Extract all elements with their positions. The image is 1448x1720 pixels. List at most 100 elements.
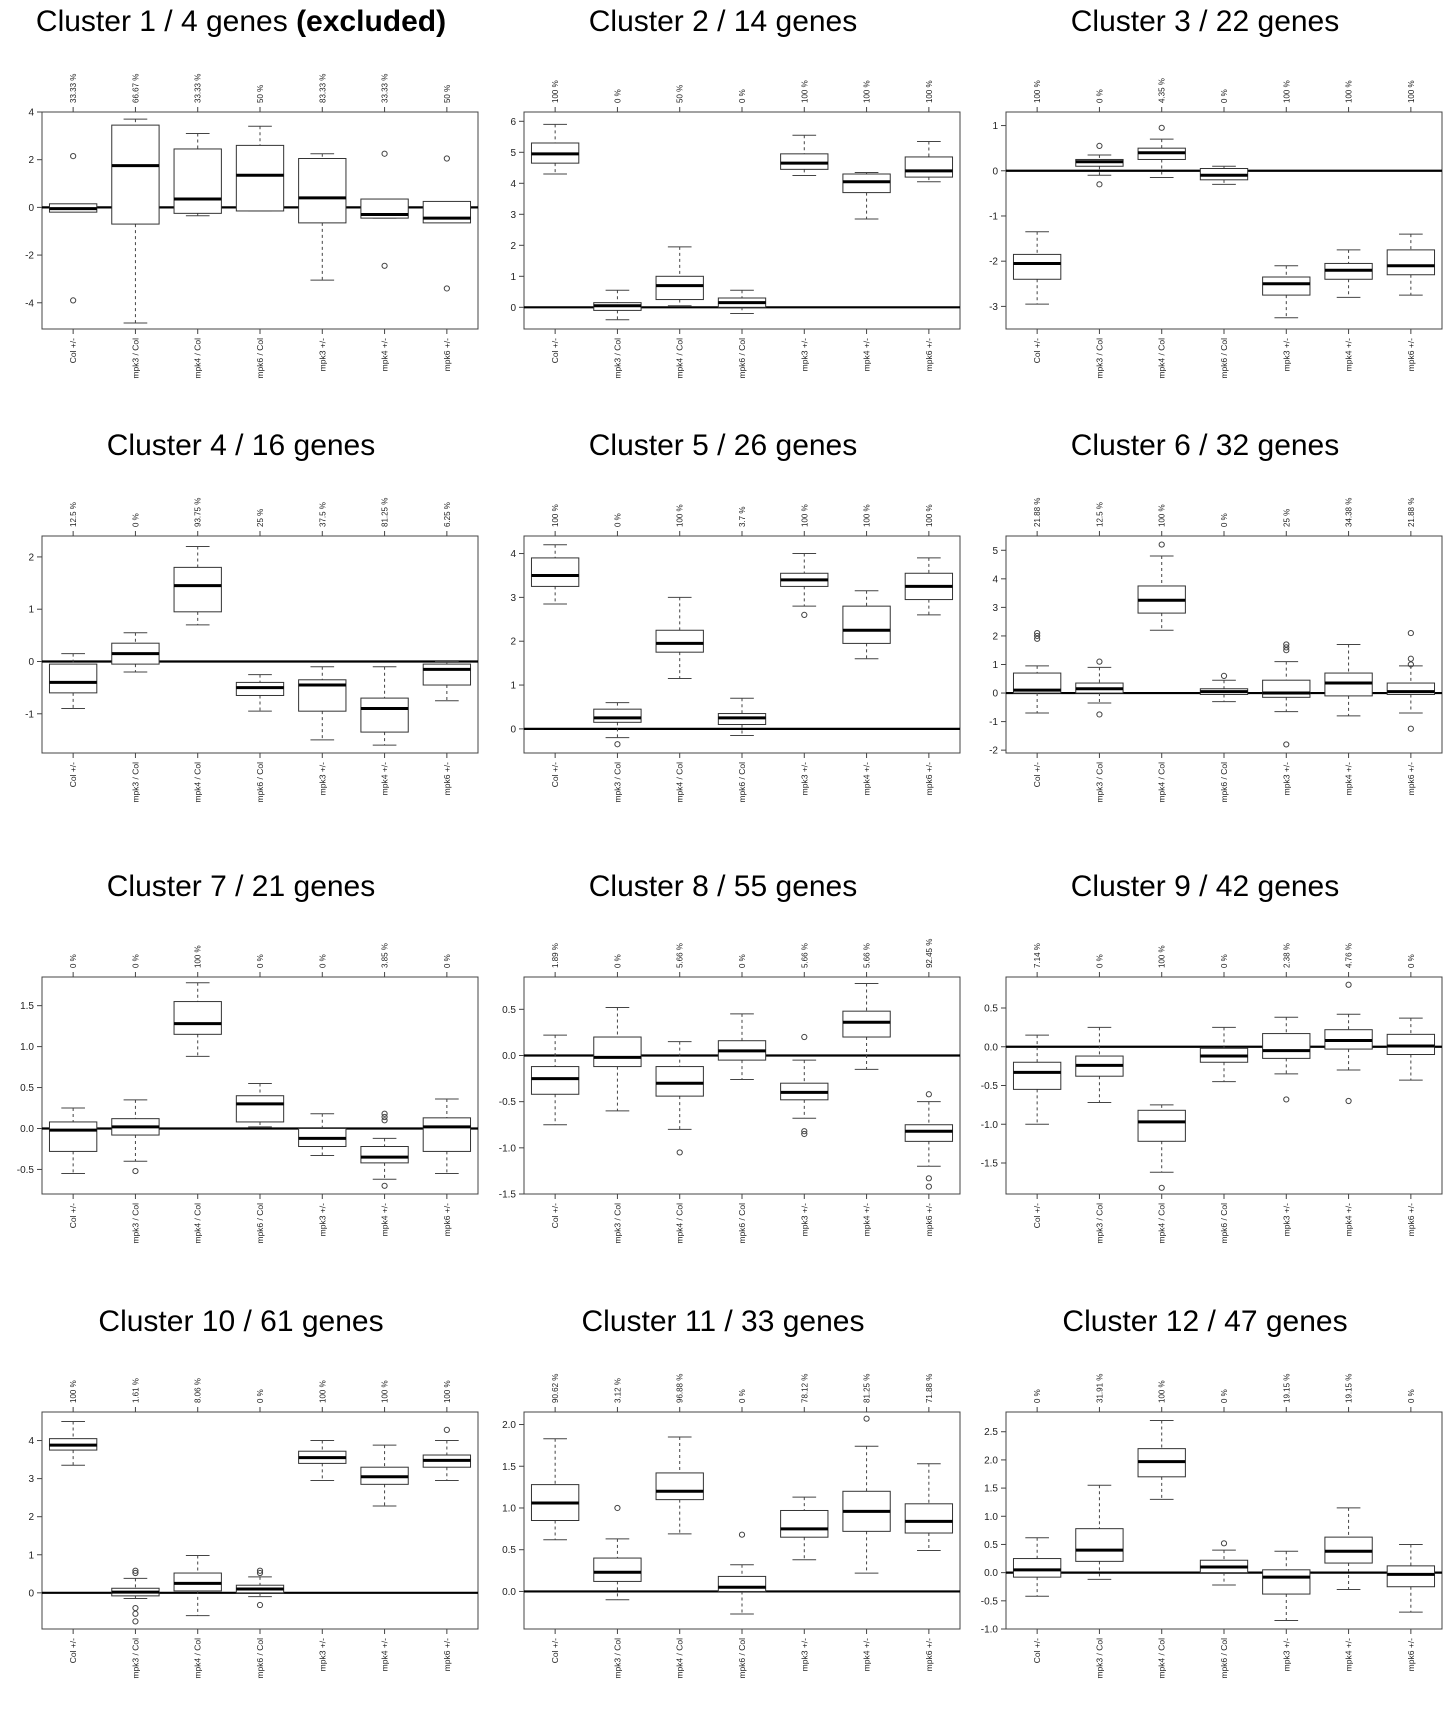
y-tick-label: 0.0 — [502, 1587, 516, 1598]
chart-title: Cluster 6 / 32 genes — [964, 424, 1446, 468]
boxplot-chart: 0 1 2 3 4 100 % Col +/- 0 % mpk3 / Col 100 % mpk4 … — [510, 504, 961, 803]
chart-title-text: Cluster 12 / 47 genes — [1062, 1305, 1348, 1338]
y-tick-label: 0.5 — [984, 1004, 998, 1015]
box — [1262, 641, 1311, 748]
box-iqr — [1386, 1033, 1436, 1055]
x-category-label: mpk6 +/- — [1406, 762, 1416, 795]
box — [48, 1421, 98, 1466]
box — [530, 1438, 580, 1541]
y-tick-label: 1 — [992, 121, 998, 132]
box-iqr — [173, 1001, 222, 1035]
box — [1137, 1419, 1186, 1500]
percent-label: 81.25 % — [381, 498, 390, 527]
percent-label: 0 % — [256, 1389, 265, 1403]
percent-label: 100 % — [1282, 80, 1291, 103]
box — [48, 1107, 98, 1175]
box-iqr — [235, 144, 285, 212]
percent-label: 31.91 % — [1095, 1374, 1104, 1403]
percent-label: 0 % — [613, 954, 622, 968]
outlier-point — [1158, 541, 1165, 548]
cluster-panel: Cluster 3 / 22 genes -3 -2 -1 0 1 100 % Col +/-… — [964, 0, 1446, 420]
box-iqr — [530, 1066, 580, 1095]
percent-label: 96.88 % — [676, 1374, 685, 1403]
x-category-label: mpk4 +/- — [380, 1638, 390, 1671]
box-iqr — [1012, 1558, 1062, 1578]
y-tick-label: 4 — [510, 549, 516, 560]
outlier-point — [256, 1567, 264, 1574]
box-iqr — [1262, 679, 1311, 698]
y-tick-label: 1.5 — [20, 1001, 34, 1012]
outlier-point — [70, 297, 77, 304]
x-category-label: mpk6 +/- — [924, 1203, 934, 1236]
x-category-label: mpk4 / Col — [675, 1638, 685, 1679]
x-category-label: mpk6 / Col — [255, 338, 265, 379]
y-tick-label: 2.0 — [502, 1420, 516, 1431]
percent-label: 50 % — [256, 85, 265, 103]
percent-label: 5.66 % — [676, 943, 685, 968]
box — [422, 1426, 472, 1482]
percent-label: 3.85 % — [381, 943, 390, 968]
outlier-point — [1283, 741, 1290, 748]
y-tick-label: 1 — [510, 272, 516, 283]
x-category-label: mpk6 +/- — [924, 762, 934, 795]
percent-label: 100 % — [1345, 80, 1354, 103]
x-category-label: mpk4 +/- — [862, 1638, 872, 1671]
x-category-label: mpk6 +/- — [442, 1203, 452, 1236]
chart-title-text: Cluster 11 / 33 genes — [581, 1305, 865, 1338]
box — [655, 596, 704, 679]
box — [842, 982, 891, 1070]
chart-title: Cluster 7 / 21 genes — [0, 865, 482, 909]
percent-label: 7.14 % — [1033, 943, 1042, 968]
outlier-point — [1283, 641, 1290, 648]
y-tick-label: 0.5 — [502, 1545, 516, 1556]
y-tick-label: 1.0 — [984, 1512, 998, 1523]
percent-label: 100 % — [551, 504, 560, 527]
boxplot-chart: 0 1 2 3 4 5 6 100 % Col +/- 0 % mpk3 / Col 50 % mpk4… — [510, 80, 961, 379]
boxplot-chart: 0.0 0.5 1.0 1.5 2.0 90.62 % Col +/- 3.12 % mpk3 … — [502, 1374, 961, 1679]
box — [904, 1463, 954, 1552]
x-category-label: mpk4 +/- — [1344, 1638, 1354, 1671]
box — [717, 289, 767, 314]
percent-label: 83.33 % — [318, 74, 327, 103]
percent-label: 100 % — [1158, 1380, 1167, 1403]
outlier-point — [1096, 658, 1103, 665]
y-tick-label: 3 — [992, 603, 998, 614]
x-category-label: mpk4 / Col — [1157, 338, 1167, 379]
outlier-point — [801, 1128, 808, 1135]
box — [235, 1567, 285, 1609]
percent-label: 100 % — [863, 504, 872, 527]
boxplot-chart: -1.0 -0.5 0.0 0.5 1.0 1.5 2.0 2.5 0 % Col +/- 31.9… — [981, 1374, 1443, 1679]
box — [780, 553, 829, 619]
boxplot-chart: 0 1 2 3 4 100 % Col +/- 1.61 % mpk3 / Col 8.06 % m… — [28, 1378, 479, 1679]
y-tick-label: 0 — [28, 203, 34, 214]
chart-title-text: Cluster 5 / 26 genes — [588, 429, 858, 462]
box — [422, 155, 472, 292]
box — [1012, 1034, 1062, 1125]
x-category-label: mpk3 / Col — [1094, 1638, 1104, 1679]
x-category-label: mpk3 / Col — [612, 1203, 622, 1244]
box-iqr — [422, 1117, 472, 1152]
percent-label: 0 % — [1095, 89, 1104, 103]
box — [1075, 658, 1124, 718]
percent-label: 33.33 % — [69, 74, 78, 103]
outlier-point — [1034, 632, 1041, 640]
y-tick-label: 0 — [992, 689, 998, 700]
box — [173, 545, 222, 626]
percent-label: 100 % — [676, 504, 685, 527]
percent-label: 3.12 % — [613, 1378, 622, 1403]
x-category-label: mpk6 / Col — [1219, 762, 1229, 803]
x-category-label: mpk4 +/- — [380, 762, 390, 795]
y-tick-label: 1.0 — [502, 1503, 516, 1514]
percent-label: 100 % — [443, 1380, 452, 1403]
outlier-point — [1283, 647, 1290, 654]
box — [111, 1099, 160, 1175]
box — [1324, 1507, 1373, 1591]
chart-title-text: Cluster 2 / 14 genes — [588, 5, 858, 38]
plot-frame — [1005, 976, 1443, 1195]
y-tick-label: 2 — [510, 637, 516, 648]
percent-label: 33.33 % — [381, 74, 390, 103]
y-tick-label: 4 — [28, 108, 34, 119]
box — [593, 1504, 642, 1601]
outlier-point — [256, 1569, 264, 1577]
